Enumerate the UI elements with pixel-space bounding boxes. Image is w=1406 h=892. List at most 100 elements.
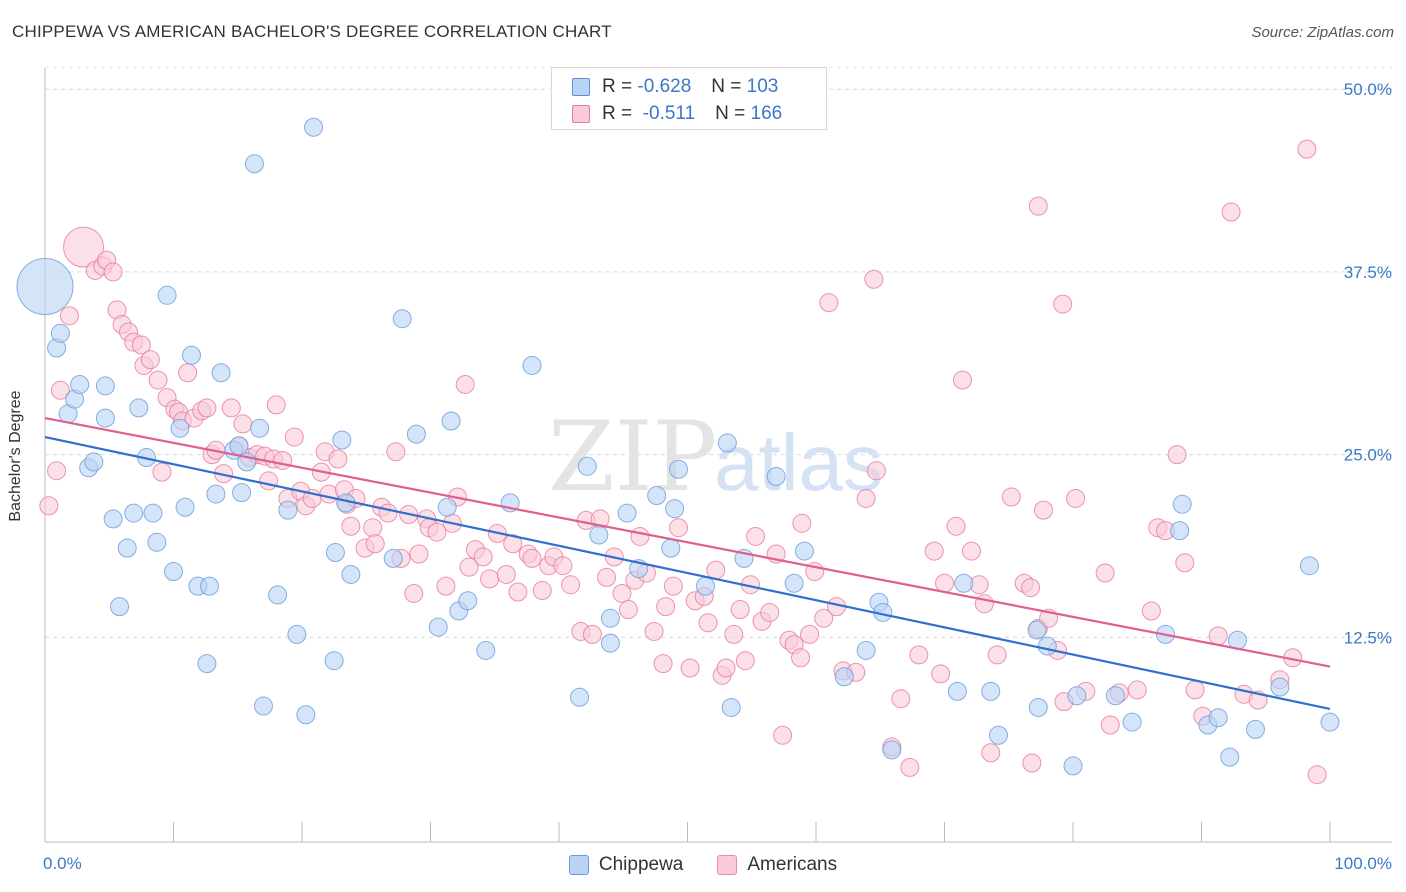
legend-n-value: 103 [746, 76, 779, 97]
data-point [600, 633, 620, 653]
data-point [1105, 686, 1125, 706]
data-point [721, 697, 741, 717]
data-point [341, 516, 361, 536]
data-point [259, 471, 279, 491]
data-point [1220, 747, 1240, 767]
trend-lines [44, 416, 1331, 710]
data-point [819, 293, 839, 313]
source-label: Source: ZipAtlas.com [1251, 24, 1394, 41]
data-point [773, 725, 793, 745]
data-point [103, 262, 123, 282]
data-point [866, 461, 886, 481]
data-point [199, 576, 219, 596]
legend-n-value: 166 [750, 103, 783, 124]
data-point [229, 436, 249, 456]
data-point [152, 462, 172, 482]
data-point [760, 602, 780, 622]
data-point [1021, 578, 1041, 598]
data-point [597, 567, 617, 587]
data-point [952, 370, 972, 390]
data-point [856, 640, 876, 660]
watermark-atlas: atlas [714, 418, 883, 507]
data-point [617, 503, 637, 523]
legend-label-americans: Americans [747, 854, 838, 875]
data-point [644, 621, 664, 641]
data-point [784, 573, 804, 593]
data-point [589, 525, 609, 545]
y-axis-label: Bachelor's Degree [7, 390, 24, 522]
data-point [1127, 680, 1147, 700]
trend-line [44, 416, 1331, 668]
data-point [961, 541, 981, 561]
legend-swatch-chippewa [572, 78, 590, 96]
y-tick-label: 37.5% [1344, 263, 1392, 282]
x-tick-labels: 0.0% 100.0% [43, 854, 1392, 873]
data-point [630, 526, 650, 546]
chart-title: CHIPPEWA VS AMERICAN BACHELOR'S DEGREE C… [12, 22, 612, 41]
data-point [1175, 553, 1195, 573]
data-point [1001, 487, 1021, 507]
watermark-zip: ZIP [548, 401, 717, 513]
data-point [987, 645, 1007, 665]
data-point [1185, 680, 1205, 700]
data-point [324, 651, 344, 671]
data-point [328, 449, 348, 469]
data-point [50, 323, 70, 343]
data-point [730, 600, 750, 620]
data-point [233, 414, 253, 434]
data-point [698, 613, 718, 633]
data-point [570, 687, 590, 707]
data-point [157, 285, 177, 305]
data-point [577, 456, 597, 476]
y-tick-label: 50.0% [1344, 80, 1392, 99]
legend-swatch-americans [717, 855, 738, 875]
data-point [143, 503, 163, 523]
data-point [665, 499, 685, 519]
data-point [891, 689, 911, 709]
data-point [669, 518, 689, 538]
data-point [717, 433, 737, 453]
data-point [250, 418, 270, 438]
data-point [437, 497, 457, 517]
data-point [110, 597, 130, 617]
data-point [935, 573, 954, 593]
grid-lines [45, 66, 1392, 638]
data-point [386, 442, 406, 462]
data-point [766, 467, 786, 487]
data-point [221, 398, 241, 418]
data-point [834, 667, 854, 687]
data-point [947, 681, 967, 701]
data-point [16, 258, 74, 316]
data-point [409, 544, 429, 564]
data-point [296, 705, 316, 725]
data-point [1297, 139, 1317, 159]
data-point [197, 654, 217, 674]
data-point [981, 681, 1001, 701]
data-point [856, 488, 876, 508]
data-point [406, 424, 426, 444]
data-point [522, 548, 542, 568]
y-tick-label: 12.5% [1344, 628, 1392, 647]
data-point [716, 658, 736, 678]
data-point [695, 576, 715, 596]
data-point [1221, 202, 1241, 222]
legend-r-label: R = [602, 76, 633, 97]
data-point [706, 560, 726, 580]
y-tick-label: 25.0% [1344, 446, 1392, 465]
data-point [436, 576, 456, 596]
data-point [618, 600, 638, 620]
series-legend: Chippewa Americans [0, 851, 1406, 879]
data-point [39, 496, 59, 516]
data-point [480, 569, 500, 589]
data-point [1037, 636, 1057, 656]
data-point [50, 380, 70, 400]
data-point [988, 725, 1008, 745]
data-point [1028, 196, 1048, 216]
data-point [946, 516, 966, 536]
data-point [794, 541, 814, 561]
data-point [148, 370, 168, 390]
data-point [268, 585, 288, 605]
data-point [95, 376, 115, 396]
data-point [63, 226, 105, 268]
